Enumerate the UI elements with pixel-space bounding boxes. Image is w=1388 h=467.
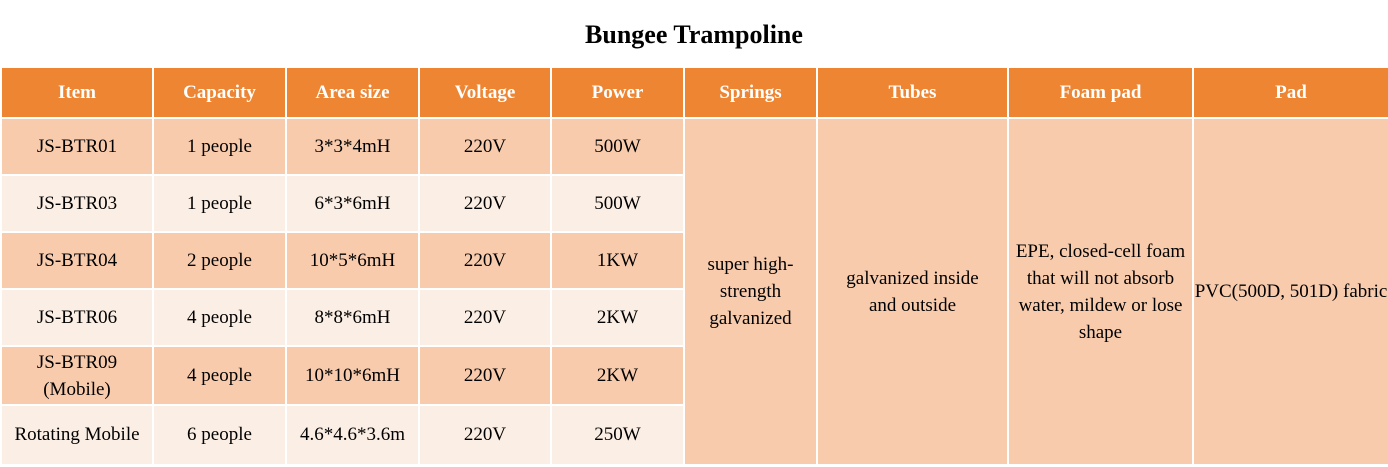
cell-item: Rotating Mobile bbox=[0, 404, 154, 466]
table-row: JS-BTR03 1 people 6*3*6mH 220V 500W bbox=[0, 174, 1388, 233]
table-row: JS-BTR04 2 people 10*5*6mH 220V 1KW bbox=[0, 231, 1388, 290]
table-row: Rotating Mobile 6 people 4.6*4.6*3.6m 22… bbox=[0, 404, 1388, 466]
cell-power: 250W bbox=[550, 404, 685, 466]
cell-capacity: 1 people bbox=[152, 117, 287, 176]
cell-pad: PVC(500D, 501D) fabric bbox=[1192, 117, 1388, 466]
product-table: Item Capacity Area size Voltage Power Sp… bbox=[0, 66, 1388, 466]
header-voltage: Voltage bbox=[418, 66, 552, 119]
cell-area: 3*3*4mH bbox=[285, 117, 420, 176]
table-row: JS-BTR09 (Mobile) 4 people 10*10*6mH 220… bbox=[0, 345, 1388, 406]
header-capacity: Capacity bbox=[152, 66, 287, 119]
cell-capacity: 1 people bbox=[152, 174, 287, 233]
cell-area: 8*8*6mH bbox=[285, 288, 420, 347]
cell-item: JS-BTR06 bbox=[0, 288, 154, 347]
header-springs: Springs bbox=[683, 66, 818, 119]
header-row: Item Capacity Area size Voltage Power Sp… bbox=[0, 66, 1388, 119]
table-row: JS-BTR06 4 people 8*8*6mH 220V 2KW bbox=[0, 288, 1388, 347]
cell-item: JS-BTR09 (Mobile) bbox=[0, 345, 154, 406]
cell-capacity: 6 people bbox=[152, 404, 287, 466]
header-power: Power bbox=[550, 66, 685, 119]
cell-capacity: 4 people bbox=[152, 345, 287, 406]
cell-power: 500W bbox=[550, 117, 685, 176]
header-foam-pad: Foam pad bbox=[1007, 66, 1194, 119]
cell-power: 500W bbox=[550, 174, 685, 233]
cell-area: 6*3*6mH bbox=[285, 174, 420, 233]
cell-voltage: 220V bbox=[418, 404, 552, 466]
cell-voltage: 220V bbox=[418, 231, 552, 290]
cell-power: 2KW bbox=[550, 345, 685, 406]
header-area-size: Area size bbox=[285, 66, 420, 119]
header-item: Item bbox=[0, 66, 154, 119]
cell-voltage: 220V bbox=[418, 345, 552, 406]
cell-area: 10*5*6mH bbox=[285, 231, 420, 290]
header-tubes: Tubes bbox=[816, 66, 1009, 119]
cell-capacity: 4 people bbox=[152, 288, 287, 347]
cell-item: JS-BTR04 bbox=[0, 231, 154, 290]
page-title: Bungee Trampoline bbox=[585, 20, 803, 49]
cell-voltage: 220V bbox=[418, 117, 552, 176]
header-pad: Pad bbox=[1192, 66, 1388, 119]
cell-tubes: galvanized inside and outside bbox=[816, 117, 1009, 466]
cell-capacity: 2 people bbox=[152, 231, 287, 290]
cell-item: JS-BTR03 bbox=[0, 174, 154, 233]
cell-area: 10*10*6mH bbox=[285, 345, 420, 406]
table-row: JS-BTR01 1 people 3*3*4mH 220V 500W supe… bbox=[0, 117, 1388, 466]
cell-springs: super high-strength galvanized bbox=[683, 117, 818, 466]
cell-power: 2KW bbox=[550, 288, 685, 347]
cell-item: JS-BTR01 bbox=[0, 117, 154, 176]
cell-voltage: 220V bbox=[418, 288, 552, 347]
cell-foam-pad: EPE, closed-cell foam that will not abso… bbox=[1007, 117, 1194, 466]
cell-power: 1KW bbox=[550, 231, 685, 290]
cell-area: 4.6*4.6*3.6m bbox=[285, 404, 420, 466]
cell-voltage: 220V bbox=[418, 174, 552, 233]
